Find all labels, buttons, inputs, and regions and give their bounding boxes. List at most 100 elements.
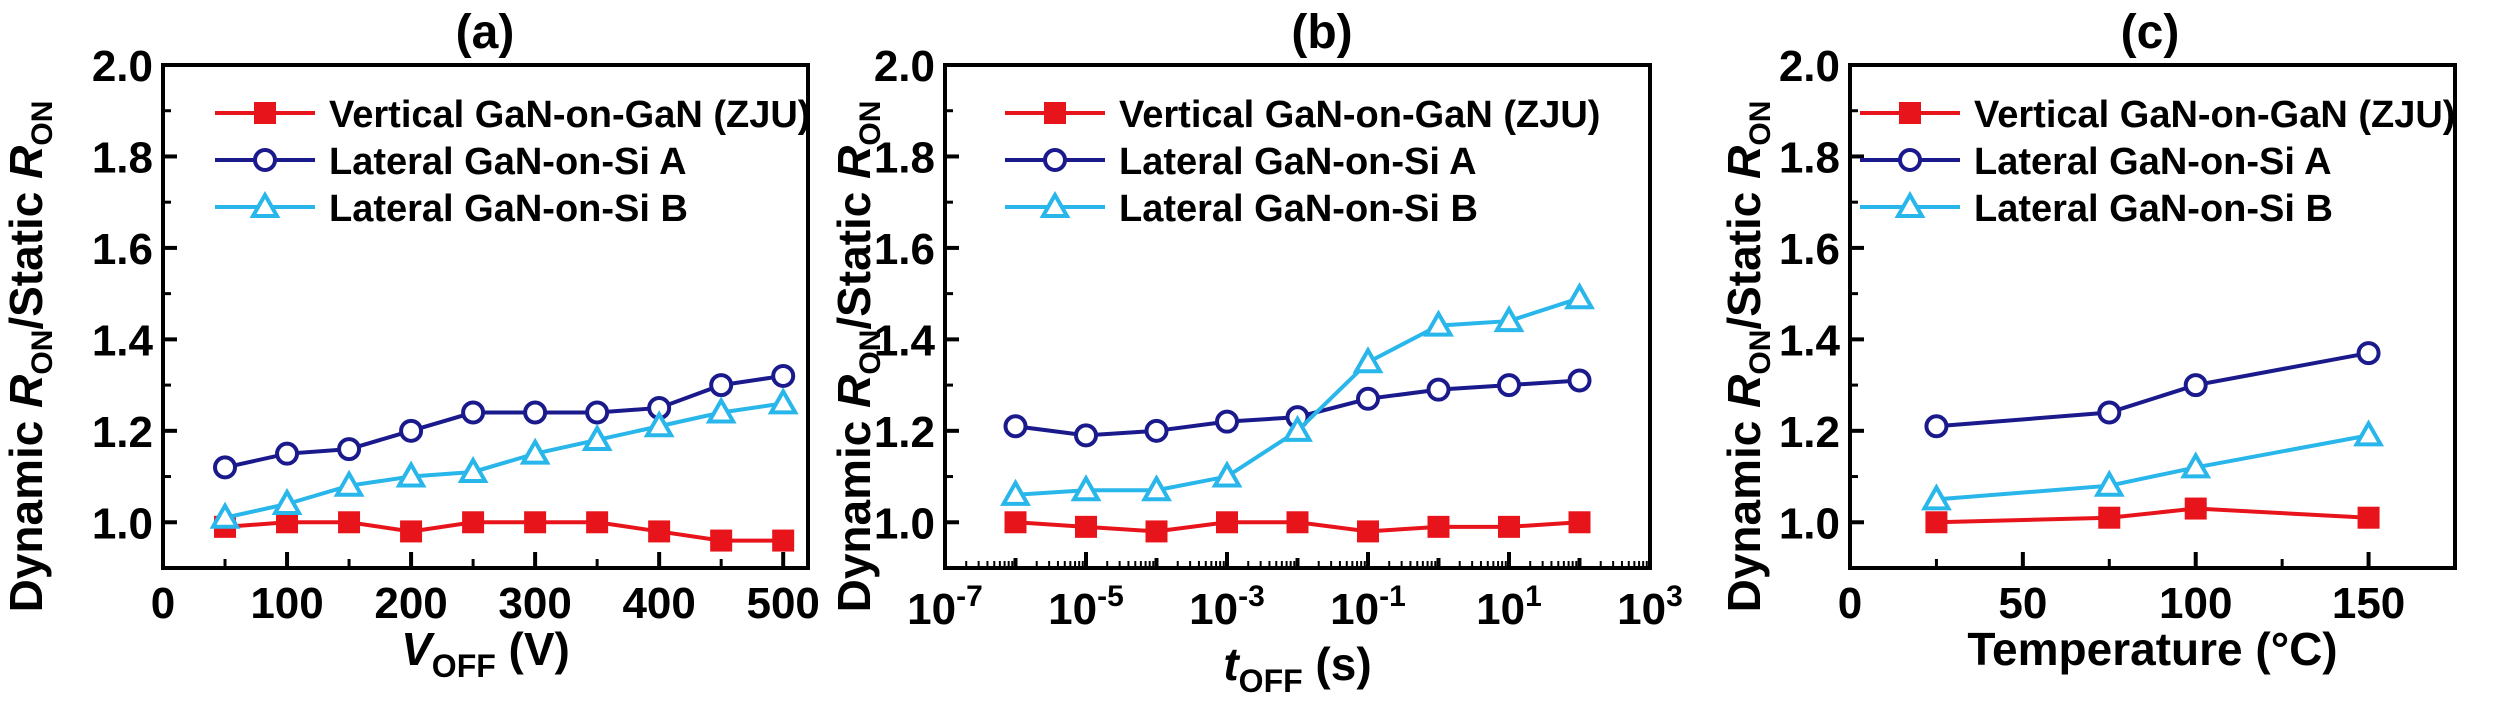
x-tick-label: 400 bbox=[622, 579, 695, 628]
chart-panel-3: (c) 1.0 1.2 1.4 1.6 1.8 2.0 0 50 100 150Temperatur… bbox=[1718, 6, 2457, 675]
legend: Vertical GaN-on-GaN (ZJU) Lateral GaN-on-… bbox=[1860, 94, 2455, 230]
data-point bbox=[1498, 515, 1520, 538]
y-axis-label: Dynamic RON/Static RON bbox=[1718, 101, 1777, 613]
data-point bbox=[1282, 414, 1313, 442]
legend-label: Lateral GaN-on-Si B bbox=[329, 188, 688, 230]
legend-marker bbox=[1044, 102, 1066, 124]
legend-label: Lateral GaN-on-Si A bbox=[329, 141, 687, 183]
data-point bbox=[213, 455, 238, 480]
panel-title: (b) bbox=[1291, 6, 1352, 59]
data-point bbox=[333, 469, 365, 497]
data-point bbox=[771, 363, 796, 388]
data-point bbox=[271, 487, 303, 515]
data-point bbox=[648, 520, 671, 543]
y-tick-label: 2.0 bbox=[92, 42, 153, 91]
data-point bbox=[1356, 386, 1380, 411]
y-tick-label: 1.6 bbox=[92, 225, 153, 274]
data-point bbox=[710, 529, 733, 552]
data-point bbox=[1352, 346, 1384, 374]
data-point bbox=[1211, 460, 1243, 488]
series-2 bbox=[213, 363, 796, 480]
data-point bbox=[767, 387, 799, 415]
x-tick-label: 50 bbox=[1998, 579, 2047, 628]
data-point bbox=[1426, 377, 1451, 402]
data-point bbox=[523, 400, 548, 425]
data-point bbox=[1144, 418, 1169, 443]
series-2 bbox=[1924, 341, 2381, 439]
data-point bbox=[275, 441, 300, 466]
legend-marker bbox=[1898, 148, 1922, 172]
y-tick-label: 1.0 bbox=[1779, 499, 1840, 548]
data-point bbox=[2353, 419, 2385, 447]
x-tick-label: 300 bbox=[498, 579, 571, 628]
legend-marker bbox=[1039, 190, 1071, 218]
data-point bbox=[1357, 520, 1379, 543]
data-point bbox=[1564, 282, 1595, 310]
data-point bbox=[338, 511, 361, 534]
series-line bbox=[1936, 506, 2369, 525]
data-point bbox=[2093, 469, 2125, 497]
y-tick-label: 1.2 bbox=[1779, 408, 1840, 457]
legend-label: Lateral GaN-on-Si B bbox=[1974, 188, 2333, 230]
x-tick-label: 200 bbox=[374, 579, 447, 628]
data-point bbox=[1423, 309, 1454, 337]
chart-panel-2: (b) 1.0 1.2 1.4 1.6 1.8 2.0 10-7 10-5 10-3 10-1 101… bbox=[828, 6, 1683, 699]
data-point bbox=[585, 400, 610, 425]
data-point bbox=[1924, 414, 1949, 439]
data-point bbox=[395, 460, 427, 488]
legend-marker bbox=[253, 148, 277, 172]
x-axis-label: VOFF (V) bbox=[401, 623, 570, 684]
data-point bbox=[2098, 506, 2121, 529]
data-point bbox=[1493, 305, 1525, 333]
y-tick-label: 1.2 bbox=[874, 408, 935, 457]
y-tick-label: 1.4 bbox=[1779, 316, 1841, 365]
data-point bbox=[643, 410, 675, 438]
data-point bbox=[2183, 373, 2208, 398]
y-axis-label: Dynamic RON/Static RON bbox=[828, 101, 887, 613]
data-point bbox=[1215, 409, 1239, 434]
series-line bbox=[1936, 351, 2369, 429]
series-3 bbox=[1920, 419, 2385, 511]
series-line bbox=[1015, 296, 1581, 497]
legend-label: Vertical GaN-on-GaN (ZJU) bbox=[1119, 94, 1600, 136]
data-point bbox=[1070, 474, 1102, 502]
legend-label: Lateral GaN-on-Si A bbox=[1119, 141, 1477, 183]
panel-title: (a) bbox=[456, 6, 515, 59]
plot-frame bbox=[161, 63, 810, 570]
x-tick-label: 101 bbox=[1476, 580, 1542, 634]
legend: Vertical GaN-on-GaN (ZJU) Lateral GaN-on-… bbox=[1005, 94, 1600, 230]
legend-marker bbox=[249, 190, 281, 218]
data-point bbox=[586, 511, 609, 534]
x-tick-label: 0 bbox=[151, 579, 175, 628]
x-tick-label: 103 bbox=[1617, 580, 1683, 634]
data-point bbox=[1075, 515, 1097, 538]
series-3 bbox=[209, 387, 799, 529]
data-point bbox=[2357, 506, 2380, 529]
x-tick-label: 100 bbox=[2159, 579, 2232, 628]
panel-title: (c) bbox=[2121, 6, 2180, 59]
x-axis-label: tOFF (s) bbox=[1223, 638, 1371, 699]
series-1 bbox=[214, 511, 795, 552]
data-point bbox=[1216, 511, 1238, 534]
y-tick-label: 1.6 bbox=[874, 225, 935, 274]
y-tick-label: 1.6 bbox=[1779, 225, 1840, 274]
y-tick-label: 1.8 bbox=[1779, 133, 1840, 182]
y-tick-label: 1.8 bbox=[92, 133, 153, 182]
data-point bbox=[2180, 451, 2212, 479]
chart-panel-1: (a) 1.0 1.2 1.4 1.6 1.8 2.0 0 100 200 300 400 500 VOF… bbox=[0, 6, 820, 684]
series-line bbox=[224, 401, 784, 520]
data-point bbox=[1568, 511, 1591, 534]
data-point bbox=[709, 373, 734, 398]
x-tick-label: 100 bbox=[250, 579, 323, 628]
data-point bbox=[1925, 511, 1948, 534]
x-tick-label: 10-3 bbox=[1189, 580, 1265, 634]
legend-label: Lateral GaN-on-Si B bbox=[1119, 188, 1478, 230]
legend: Vertical GaN-on-GaN (ZJU) Lateral GaN-on-… bbox=[215, 94, 810, 230]
data-point bbox=[461, 400, 486, 425]
y-tick-label: 2.0 bbox=[1779, 42, 1840, 91]
x-tick-label: 10-5 bbox=[1048, 580, 1124, 634]
data-point bbox=[772, 529, 795, 552]
legend-marker bbox=[1894, 190, 1926, 218]
legend-label: Vertical GaN-on-GaN (ZJU) bbox=[329, 94, 810, 136]
